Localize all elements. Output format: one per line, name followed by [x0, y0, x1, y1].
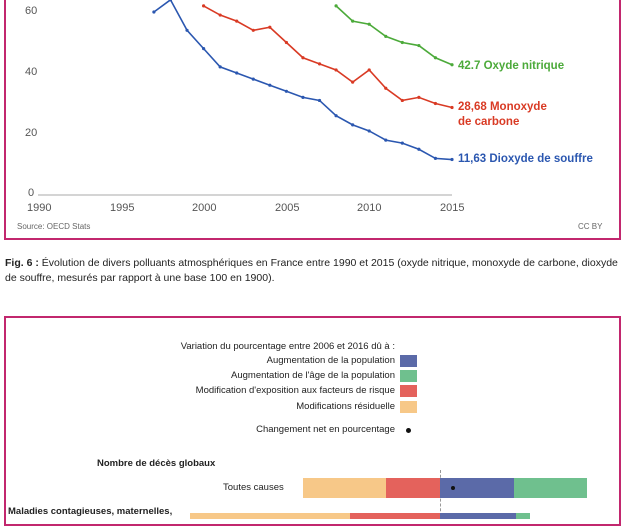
data-point — [168, 0, 173, 2]
x-tick-label: 1995 — [110, 202, 135, 214]
data-point — [433, 101, 438, 106]
legend-swatch-residual — [400, 401, 417, 413]
data-point — [284, 89, 288, 93]
data-point — [202, 47, 206, 51]
data-point — [433, 56, 438, 60]
data-point — [367, 129, 371, 133]
data-point — [400, 141, 404, 145]
caption-text: Évolution de divers polluants atmosphéri… — [5, 257, 618, 284]
data-point — [384, 138, 388, 142]
data-point — [334, 4, 338, 8]
net-change-label: Changement net en pourcentage — [256, 424, 395, 435]
x-tick-label: 2005 — [275, 202, 300, 214]
data-point — [235, 19, 239, 23]
bar-segment-residual — [190, 513, 350, 519]
data-point — [450, 157, 454, 162]
data-point — [417, 95, 421, 99]
figure-caption: Fig. 6 : Évolution de divers polluants a… — [5, 256, 620, 286]
series-line — [203, 5, 453, 109]
caption-label: Fig. 6 : — [5, 257, 39, 269]
data-point — [334, 68, 338, 72]
data-point — [301, 56, 305, 60]
series-end-label-so2: 11,63 Dioxyde de souffre — [458, 153, 593, 165]
data-point — [218, 13, 222, 17]
data-point — [334, 114, 338, 118]
legend-label: Modifications résiduelle — [296, 401, 395, 412]
source-note: Source: OECD Stats — [17, 222, 91, 231]
data-point — [235, 71, 239, 75]
series-line — [335, 5, 453, 66]
y-tick-label: 20 — [25, 127, 38, 139]
bar-segment-risk — [386, 478, 440, 498]
section-title: Nombre de décès globaux — [97, 458, 216, 469]
data-point — [185, 28, 189, 32]
legend-label: Augmentation de l'âge de la population — [231, 370, 395, 381]
bar-segment-aging — [514, 478, 587, 498]
data-point — [384, 34, 388, 39]
data-point — [351, 80, 355, 84]
y-tick-label: 0 — [28, 187, 35, 199]
row-label: Maladies contagieuses, maternelles, — [8, 506, 173, 517]
bar-segment-residual — [303, 478, 386, 498]
data-point — [317, 62, 322, 66]
bar-segment-population — [440, 513, 516, 519]
data-point — [400, 98, 404, 103]
y-tick-label: 60 — [25, 5, 38, 17]
x-tick-label: 2000 — [192, 202, 217, 214]
data-point — [268, 25, 272, 29]
y-tick-label: 40 — [25, 66, 38, 78]
x-tick-label: 2015 — [440, 202, 465, 214]
data-point — [317, 98, 322, 103]
bar-segment-population — [440, 478, 514, 498]
line-chart-panel — [4, 0, 621, 240]
bar-segment-risk — [350, 513, 440, 519]
net-change-marker — [451, 486, 455, 490]
data-point — [367, 22, 371, 26]
row-label: Toutes causes — [223, 482, 284, 493]
series-end-label-co-line2: de carbone — [458, 116, 520, 128]
data-point — [268, 83, 272, 87]
line-chart — [38, 0, 454, 196]
data-point — [351, 123, 355, 127]
license-note: CC BY — [578, 222, 603, 231]
data-point — [384, 86, 388, 90]
x-tick-label: 2010 — [357, 202, 382, 214]
data-point — [251, 28, 255, 32]
series-end-label-co: 28,68 Monoxyde — [458, 101, 547, 113]
legend-label: Modification d'exposition aux facteurs d… — [195, 385, 395, 396]
data-point — [202, 4, 206, 8]
data-point — [450, 105, 454, 110]
data-point — [284, 40, 288, 45]
data-point — [400, 40, 404, 45]
data-point — [417, 147, 421, 151]
data-point — [351, 19, 355, 23]
legend-swatch-aging — [400, 370, 417, 382]
legend-title: Variation du pourcentage entre 2006 et 2… — [180, 341, 395, 352]
bar-segment-aging — [516, 513, 530, 519]
data-point — [218, 65, 222, 69]
net-change-dot-icon — [406, 428, 411, 433]
data-point — [417, 43, 421, 48]
data-point — [450, 63, 454, 67]
legend-swatch-population — [400, 355, 417, 367]
data-point — [301, 95, 305, 99]
data-point — [152, 10, 156, 14]
x-tick-label: 1990 — [27, 202, 52, 214]
data-point — [251, 77, 255, 81]
data-point — [433, 156, 438, 160]
legend-label: Augmentation de la population — [266, 355, 395, 366]
legend-text-column: Variation du pourcentage entre 2006 et 2… — [180, 341, 395, 435]
series-end-label-nitric: 42.7 Oxyde nitrique — [458, 60, 565, 72]
data-point — [367, 68, 371, 72]
legend-swatch-risk — [400, 385, 417, 397]
